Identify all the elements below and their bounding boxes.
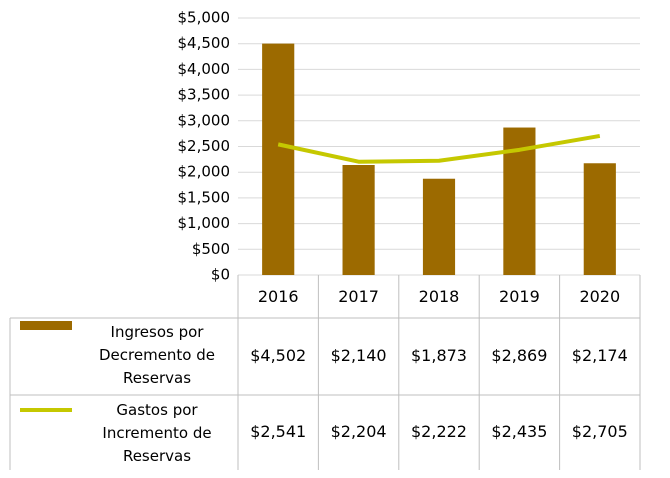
x-tick-label: 2018	[419, 287, 460, 306]
table-value: $2,222	[411, 422, 467, 441]
legend-swatch	[20, 321, 72, 330]
y-tick-label: $0	[211, 266, 230, 284]
legend-label: Ingresos por Decremento de Reservas	[98, 323, 215, 387]
y-tick-label: $4,000	[178, 60, 231, 78]
bar	[583, 163, 616, 275]
y-tick-label: $4,500	[178, 34, 231, 52]
table-value: $2,541	[250, 422, 306, 441]
x-tick-label: 2020	[579, 287, 620, 306]
x-tick-label: 2019	[499, 287, 540, 306]
table-value: $1,873	[411, 346, 467, 365]
legend-label: Gastos por Incremento de Reservas	[102, 401, 212, 465]
table-value: $2,174	[572, 346, 628, 365]
line-series	[277, 133, 601, 164]
table-value: $2,705	[572, 422, 628, 441]
x-tick-label: 2017	[338, 287, 379, 306]
y-tick-label: $2,500	[178, 137, 231, 155]
table-value: $4,502	[250, 346, 306, 365]
bar	[262, 43, 295, 275]
y-tick-label: $3,500	[178, 86, 231, 104]
y-tick-label: $1,500	[178, 188, 231, 206]
table-value: $2,869	[491, 346, 547, 365]
y-tick-label: $1,000	[178, 214, 231, 232]
bar	[422, 178, 456, 275]
y-tick-label: $3,000	[178, 111, 231, 129]
table-value: $2,204	[331, 422, 387, 441]
bar	[342, 165, 375, 275]
y-tick-label: $500	[192, 240, 230, 258]
table-value: $2,140	[331, 346, 387, 365]
y-tick-label: $2,000	[178, 163, 231, 181]
x-tick-label: 2016	[258, 287, 299, 306]
table-value: $2,435	[491, 422, 547, 441]
y-tick-label: $5,000	[178, 9, 231, 27]
